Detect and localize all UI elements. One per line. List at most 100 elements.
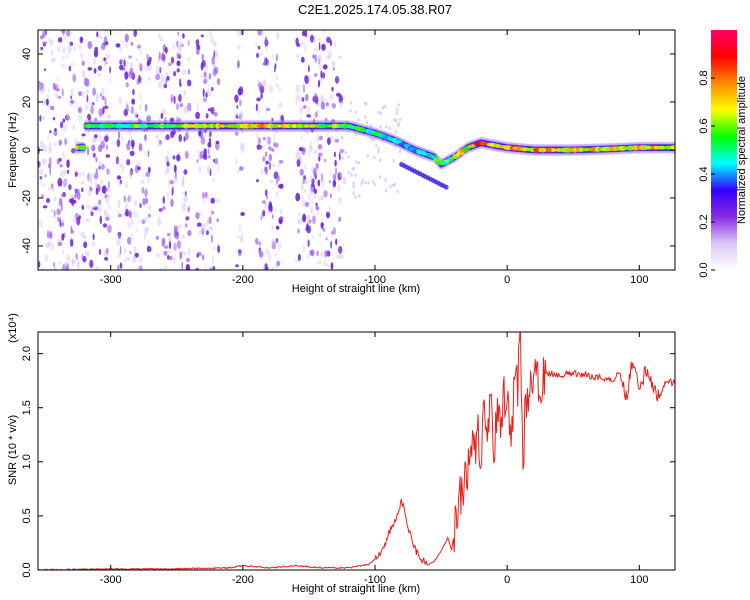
noise-speckle: [179, 251, 183, 260]
noise-speckle: [129, 67, 134, 75]
noise-speckle: [214, 158, 219, 165]
x-tick-label: -100: [364, 274, 386, 286]
noise-speckle: [100, 44, 106, 50]
noise-speckle: [301, 41, 306, 47]
noise-speckle: [65, 265, 69, 270]
noise-speckle: [160, 52, 166, 62]
noise-speckle: [138, 74, 141, 83]
noise-speckle: [39, 176, 43, 180]
noise-speckle: [396, 189, 399, 193]
noise-speckle: [147, 176, 150, 183]
noise-speckle: [92, 233, 95, 241]
noise-speckle: [235, 157, 238, 165]
noise-speckle: [88, 206, 93, 212]
noise-speckle: [129, 62, 134, 68]
noise-speckle: [211, 256, 215, 266]
noise-speckle: [98, 199, 101, 206]
noise-speckle: [116, 239, 121, 246]
noise-speckle: [334, 139, 339, 143]
noise-speckle: [314, 111, 318, 118]
noise-speckle: [144, 188, 148, 198]
noise-speckle: [378, 175, 382, 179]
noise-speckle: [199, 74, 204, 78]
noise-speckle: [78, 204, 82, 209]
noise-speckle: [304, 30, 308, 38]
colorbar-tick-label: 0.0: [698, 262, 710, 277]
noise-speckle: [279, 183, 284, 189]
noise-speckle: [125, 257, 130, 262]
noise-speckle: [76, 261, 80, 270]
noise-speckle: [64, 138, 68, 146]
noise-speckle: [384, 188, 388, 193]
noise-speckle: [50, 187, 55, 192]
noise-speckle: [256, 52, 259, 59]
noise-speckle: [260, 93, 263, 99]
noise-speckle: [67, 257, 70, 266]
noise-speckle: [274, 142, 279, 148]
noise-speckle: [350, 101, 353, 105]
noise-speckle: [62, 151, 65, 157]
noise-speckle: [129, 150, 135, 156]
noise-speckle: [72, 199, 77, 204]
noise-speckle: [147, 246, 152, 253]
noise-speckle: [48, 157, 52, 166]
noise-speckle: [139, 258, 143, 262]
noise-speckle: [305, 179, 309, 185]
noise-speckle: [101, 164, 105, 170]
noise-speckle: [63, 169, 67, 177]
noise-speckle: [53, 262, 55, 267]
noise-speckle: [52, 117, 56, 121]
noise-speckle: [373, 137, 377, 141]
noise-speckle: [118, 182, 122, 187]
noise-speckle: [63, 154, 66, 159]
noise-speckle: [178, 134, 182, 143]
noise-speckle: [81, 69, 86, 78]
noise-speckle: [265, 189, 268, 197]
noise-speckle: [276, 260, 281, 267]
noise-speckle: [121, 165, 125, 173]
noise-speckle: [39, 168, 44, 176]
x-tick-label: -300: [100, 274, 122, 286]
noise-speckle: [320, 101, 326, 110]
noise-speckle: [155, 252, 160, 258]
noise-speckle: [207, 141, 212, 148]
noise-speckle: [330, 240, 333, 249]
noise-speckle: [196, 253, 199, 258]
noise-speckle: [130, 41, 134, 46]
noise-speckle: [50, 49, 54, 56]
noise-speckle: [118, 46, 123, 54]
noise-speckle: [309, 249, 314, 256]
noise-speckle: [211, 86, 214, 92]
noise-speckle: [108, 113, 112, 119]
noise-speckle: [93, 204, 96, 209]
noise-speckle: [172, 155, 176, 160]
noise-speckle: [308, 64, 310, 73]
noise-speckle: [210, 197, 215, 204]
noise-speckle: [96, 201, 99, 210]
noise-speckle: [394, 129, 398, 134]
noise-speckle: [148, 213, 151, 218]
noise-speckle: [201, 60, 206, 68]
noise-speckle: [302, 245, 305, 253]
noise-speckle: [123, 247, 127, 254]
noise-speckle: [81, 204, 85, 211]
noise-speckle: [125, 82, 129, 88]
noise-speckle: [237, 249, 242, 255]
noise-speckle: [82, 255, 87, 263]
y-tick-label: 0.5: [21, 508, 33, 523]
noise-speckle: [39, 88, 45, 95]
noise-speckle: [145, 197, 148, 204]
noise-speckle: [158, 81, 163, 89]
noise-speckle: [263, 201, 268, 210]
noise-speckle: [239, 99, 242, 107]
noise-speckle: [332, 179, 337, 188]
noise-speckle: [276, 225, 280, 229]
noise-speckle: [266, 135, 269, 144]
noise-speckle: [124, 71, 129, 80]
noise-speckle: [240, 142, 245, 152]
noise-speckle: [212, 266, 216, 270]
noise-speckle: [181, 202, 187, 212]
noise-speckle: [316, 250, 319, 257]
noise-speckle: [137, 44, 140, 52]
noise-speckle: [72, 73, 77, 83]
